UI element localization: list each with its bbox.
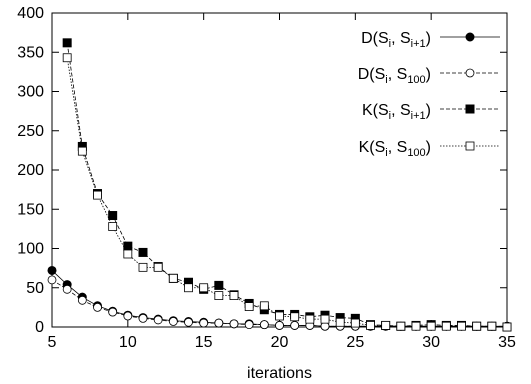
data-point — [168, 317, 178, 326]
x-axis-label: iterations — [247, 365, 312, 382]
data-point — [62, 38, 72, 48]
data-point — [244, 302, 254, 311]
data-point — [411, 321, 421, 331]
data-point — [502, 322, 512, 332]
data-point — [184, 317, 193, 327]
legend-entry-4: K(Si, S100) — [359, 139, 500, 159]
x-tick-label: 30 — [422, 334, 440, 351]
legend-entry-1: D(Si, Si+1) — [361, 30, 500, 50]
y-tick-label: 200 — [17, 162, 44, 179]
data-point — [457, 321, 466, 331]
legend-label: K(Si, S100) — [359, 139, 431, 159]
data-point — [290, 321, 300, 330]
data-point — [214, 280, 224, 290]
y-tick-label: 0 — [35, 319, 44, 336]
data-point — [168, 273, 178, 283]
data-point — [366, 321, 375, 330]
data-point — [108, 222, 118, 231]
y-tick-label: 150 — [17, 201, 44, 218]
data-point — [199, 318, 209, 328]
data-point — [93, 190, 102, 200]
series-4 — [62, 53, 512, 332]
data-point — [123, 249, 133, 259]
data-point — [62, 53, 72, 63]
y-tick-label: 350 — [17, 44, 44, 61]
x-tick-label: 25 — [346, 334, 364, 351]
legend-entry-2: D(Si, S100) — [358, 66, 500, 86]
y-tick-label: 100 — [17, 241, 44, 258]
data-point — [77, 295, 87, 305]
legend: D(Si, Si+1) D(Si, S100) K(Si, Si+1) K(Si, S… — [358, 30, 500, 159]
data-point — [184, 283, 193, 293]
data-point — [487, 321, 497, 331]
data-point — [138, 262, 148, 272]
data-point — [77, 146, 87, 156]
data-point — [229, 319, 239, 329]
data-point — [381, 321, 391, 330]
data-point — [259, 320, 269, 330]
legend-label: D(Si, Si+1) — [361, 30, 431, 50]
data-point — [108, 211, 118, 221]
data-point — [320, 314, 330, 324]
data-point — [244, 320, 254, 330]
legend-label: D(Si, S100) — [358, 66, 431, 86]
y-tick-label: 400 — [17, 5, 44, 22]
x-tick-label: 5 — [48, 334, 57, 351]
series-2 — [47, 275, 512, 331]
legend-marker — [465, 68, 475, 78]
data-point — [275, 311, 284, 321]
series-layer — [47, 38, 512, 332]
data-point — [275, 321, 284, 330]
x-tick-label: 15 — [195, 334, 213, 351]
series-3 — [62, 38, 512, 332]
data-point — [138, 247, 148, 257]
data-point — [108, 307, 118, 317]
legend-marker — [465, 32, 475, 42]
legend-entry-3: K(Si, Si+1) — [362, 102, 500, 122]
data-point — [426, 321, 436, 331]
data-point — [214, 318, 224, 328]
legend-marker — [465, 104, 475, 114]
data-point — [472, 321, 482, 331]
x-tick-label: 20 — [271, 334, 289, 351]
data-point — [396, 321, 406, 331]
data-point — [229, 291, 239, 301]
data-point — [153, 315, 163, 325]
data-point — [62, 284, 72, 294]
data-point — [153, 262, 163, 272]
legend-marker — [465, 141, 475, 151]
data-point — [93, 302, 102, 312]
plot-frame — [51, 12, 508, 328]
data-point — [350, 318, 360, 328]
data-point — [123, 311, 133, 321]
data-point — [259, 301, 269, 311]
data-point — [214, 291, 224, 301]
data-point — [441, 321, 451, 331]
data-point — [305, 314, 315, 324]
y-tick-label: 250 — [17, 123, 44, 140]
y-tick-label: 50 — [26, 280, 44, 297]
data-point — [335, 317, 345, 327]
x-tick-label: 35 — [498, 334, 516, 351]
y-tick-label: 300 — [17, 84, 44, 101]
data-point — [138, 313, 148, 323]
data-point — [47, 275, 57, 285]
series-line — [66, 57, 508, 328]
data-point — [290, 312, 300, 322]
legend-label: K(Si, Si+1) — [362, 102, 431, 122]
series-line — [66, 42, 508, 328]
x-tick-label: 10 — [119, 334, 137, 351]
data-point — [47, 265, 57, 275]
data-point — [199, 283, 209, 293]
